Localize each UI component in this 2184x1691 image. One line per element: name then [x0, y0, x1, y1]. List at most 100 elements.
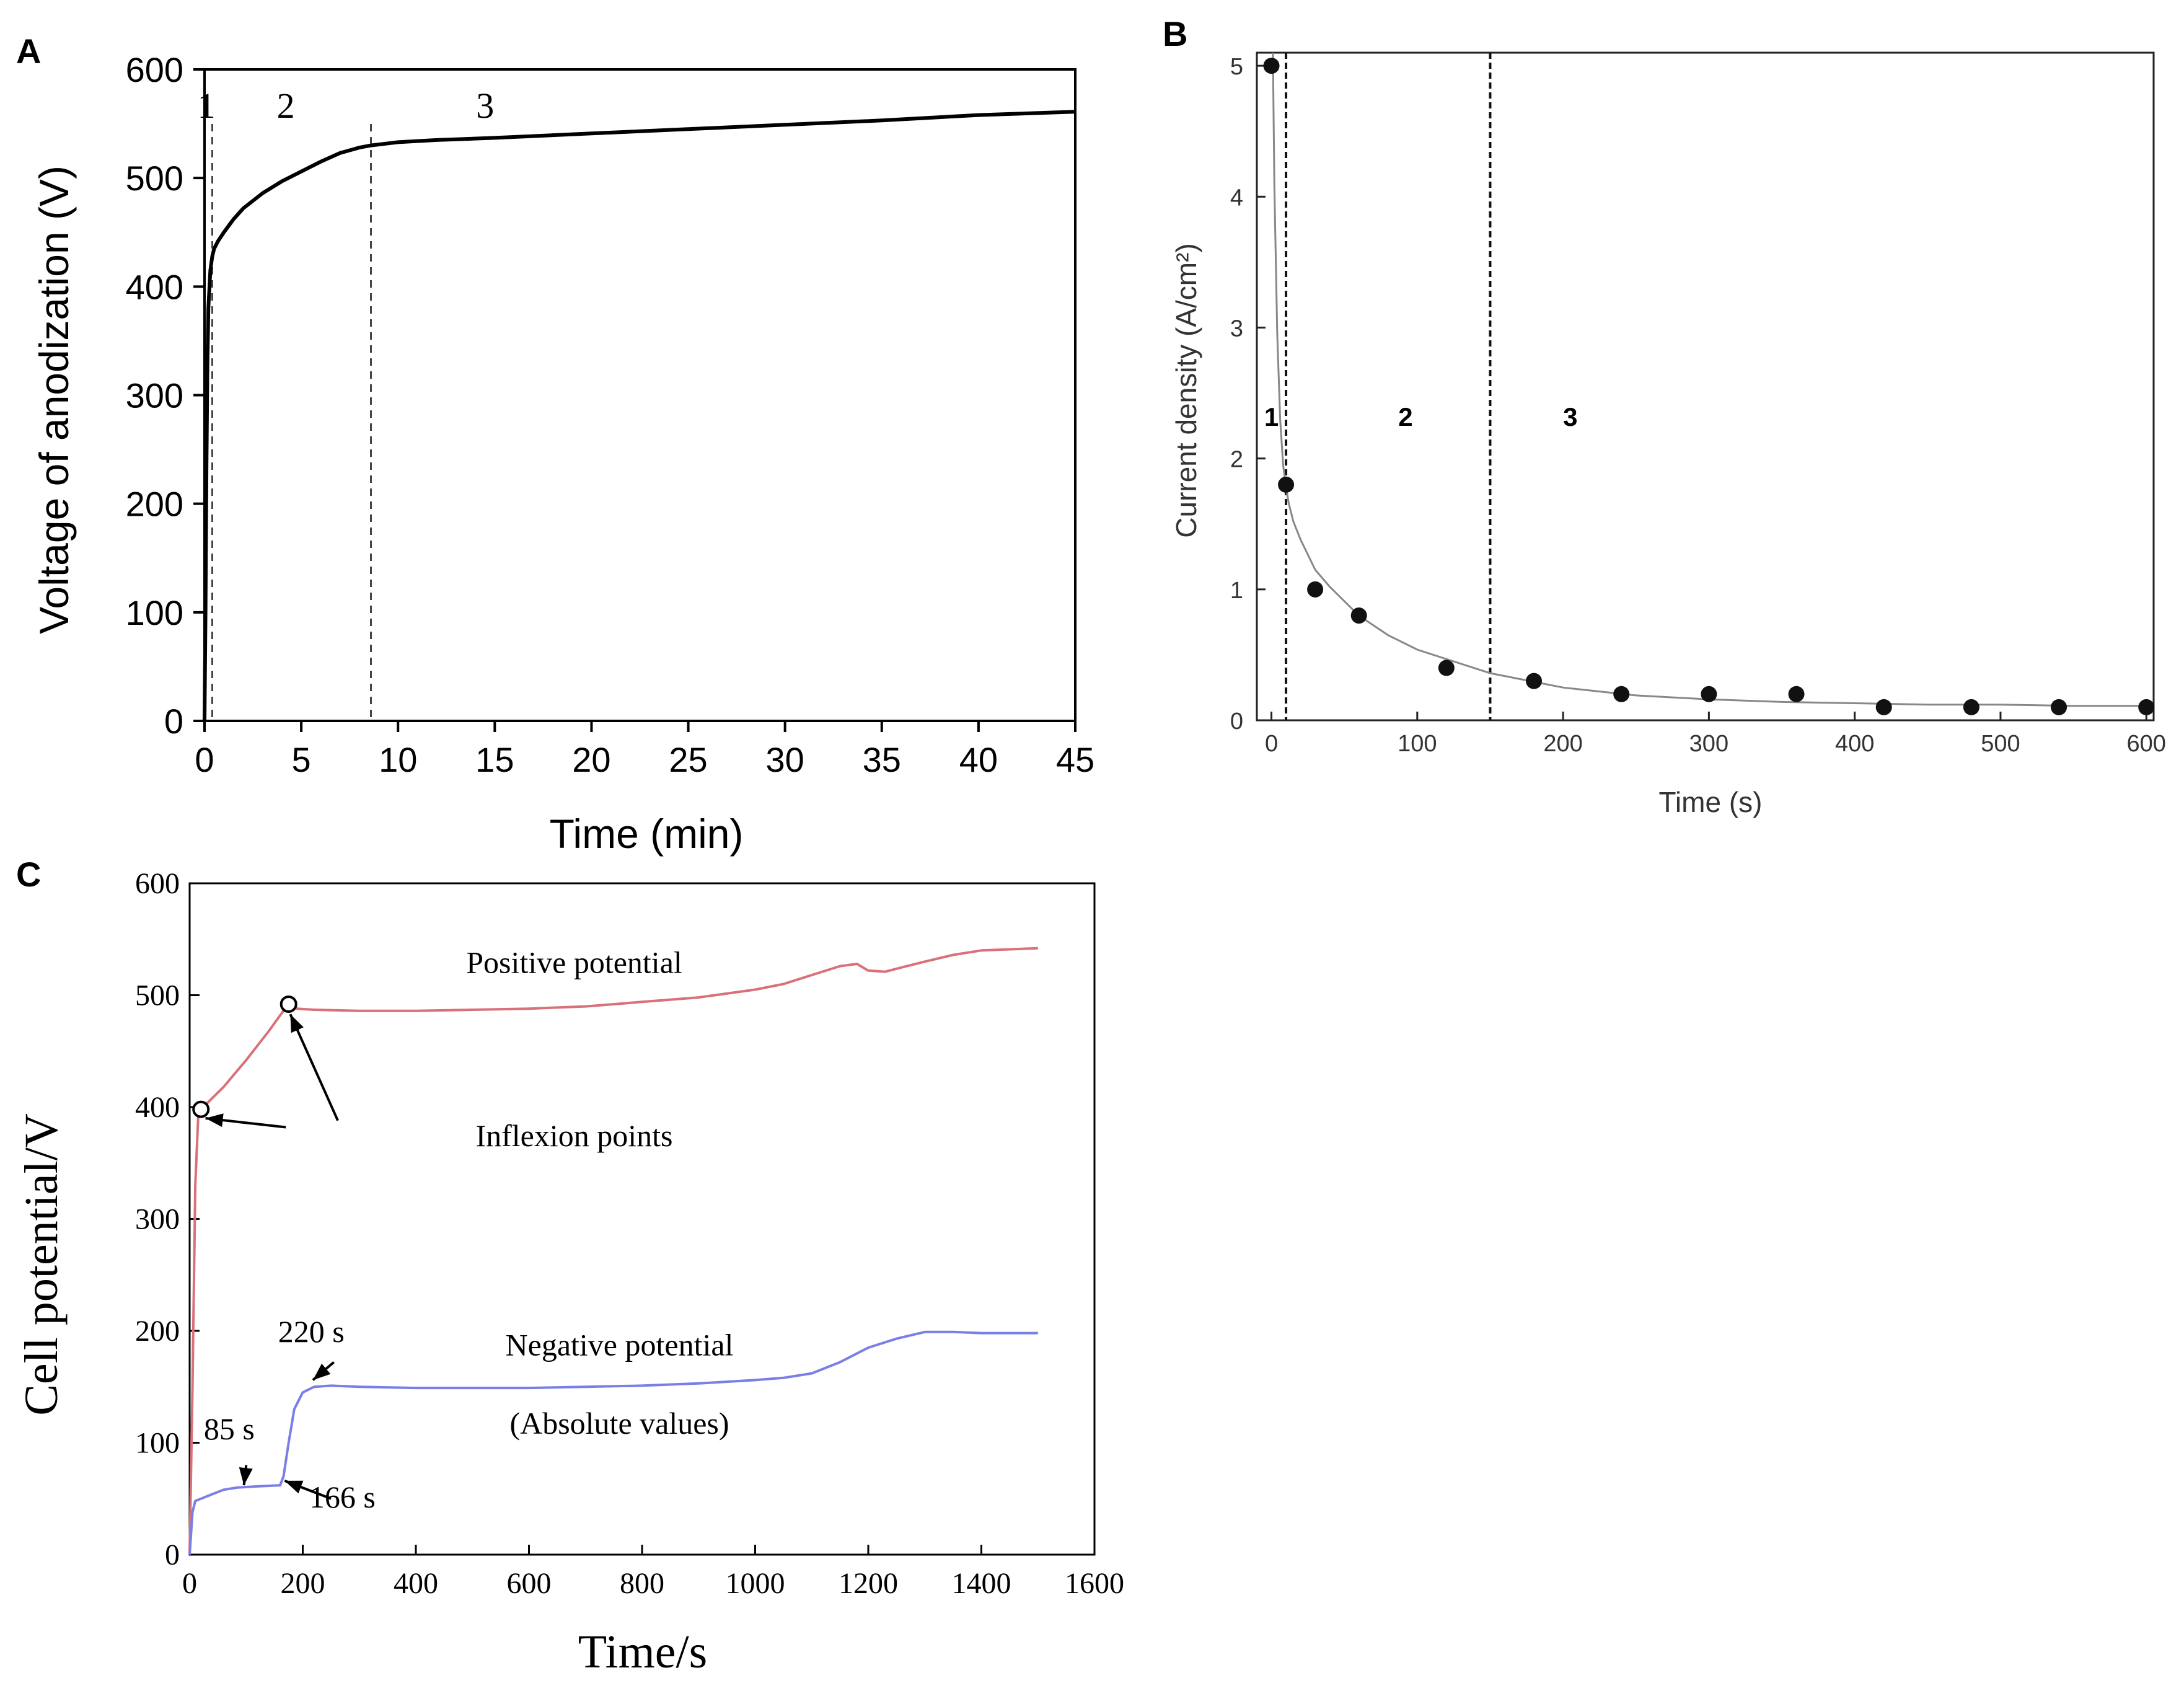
panel-c-annotation: 220 s [278, 1314, 345, 1349]
panel-c-y-tick-label: 400 [135, 1091, 180, 1124]
panel-a-x-tick-label: 0 [195, 740, 214, 779]
panel-c-annotation: Negative potential [506, 1328, 734, 1362]
panel-c-arrow-head [239, 1467, 253, 1486]
panel-c-x-tick-label: 0 [182, 1567, 197, 1600]
panel-a-chart: 0 5 10 15 20 25 30 35 40 45 0 100 200 300 400 500 600 1 2 3… [31, 50, 1094, 857]
panel-a-x-tick-label: 15 [475, 740, 514, 779]
panel-c-annotation: 85 s [204, 1411, 255, 1446]
panel-b-x-tick-label: 0 [1265, 731, 1278, 757]
panel-b-x-tick-label: 500 [1981, 731, 2020, 757]
panel-c-annotation: 166 s [309, 1480, 376, 1514]
panel-c-x-tick-label: 1600 [1065, 1567, 1124, 1600]
panel-b-region-label: 2 [1398, 402, 1412, 431]
panel-c-annotation: Inflexion points [475, 1118, 672, 1153]
panel-c-annotation: Positive potential [466, 945, 682, 979]
panel-b-y-tick-label: 1 [1230, 578, 1243, 604]
panel-a-x-tick-label: 40 [959, 740, 998, 779]
panel-b-y-tick-label: 2 [1230, 447, 1243, 473]
panel-b-x-tick-label: 400 [1835, 731, 1874, 757]
panel-c-y-tick-label: 300 [135, 1203, 180, 1236]
panel-b-x-tick-label: 300 [1689, 731, 1728, 757]
panel-b-y-tick-label: 3 [1230, 316, 1243, 342]
panel-c-plot-area: 0 200 400 600 800 1000 1200 1400 1600 0 100 200 300 4… [135, 867, 1124, 1600]
panel-letter-a: A [16, 32, 41, 71]
panel-a-y-tick-label: 500 [126, 159, 183, 198]
panel-b-data-point [2051, 699, 2067, 715]
panel-b-data-point [1350, 607, 1367, 624]
panel-c-x-tick-label: 600 [507, 1567, 552, 1600]
panel-b-data-point [1875, 699, 1892, 715]
panel-a-x-tick-label: 25 [669, 740, 707, 779]
panel-c-y-tick-label: 500 [135, 979, 180, 1012]
panel-c-annotation: (Absolute values) [509, 1406, 729, 1441]
panel-a-plot-area: 0 5 10 15 20 25 30 35 40 45 0 100 200 300 400 500 600 1 2 3 [126, 50, 1095, 779]
panel-a-y-axis-label: Voltage of anodization (V) [31, 166, 77, 634]
panel-a-y-tick-label: 400 [126, 267, 183, 306]
panel-a-y-tick-label: 600 [126, 50, 183, 89]
panel-b-x-tick-label: 200 [1543, 731, 1582, 757]
panel-b-data-point [2138, 699, 2155, 715]
panel-a-voltage-line [203, 110, 1076, 722]
panel-b-data-point [1438, 660, 1455, 676]
panel-c-y-tick-label: 600 [135, 867, 180, 900]
panel-b-data-point [1788, 686, 1805, 702]
panel-c-arrow-head [312, 1363, 331, 1380]
panel-a-y-tick-label: 100 [126, 593, 183, 632]
panel-b-data-point [1963, 699, 1979, 715]
panel-c-arrow-head [290, 1014, 304, 1033]
panel-c-inflexion-marker [192, 1100, 210, 1118]
panel-c-y-tick-label: 200 [135, 1315, 180, 1348]
panel-c-arrow-head [205, 1113, 224, 1128]
panel-b-x-axis-label: Time (s) [1659, 786, 1763, 818]
panel-b-data-point [1526, 673, 1543, 689]
panel-a-x-tick-label: 10 [379, 740, 417, 779]
panel-c-inflexion-marker [280, 995, 297, 1013]
panel-a-x-tick-label: 35 [863, 740, 901, 779]
panel-c-x-tick-label: 800 [620, 1567, 664, 1600]
panel-b-region-label: 1 [1264, 402, 1279, 431]
panel-b-y-axis-label: Current density (A/cm²) [1170, 243, 1202, 537]
panel-a-x-tick-label: 20 [572, 740, 610, 779]
panel-a-x-tick-label: 30 [766, 740, 804, 779]
panel-b-data-point [1701, 686, 1717, 702]
panel-b-frame [1256, 51, 2155, 722]
panel-c-x-tick-label: 1200 [839, 1567, 898, 1600]
panel-c-y-tick-label: 100 [135, 1427, 180, 1460]
panel-a-region-label: 1 [198, 86, 216, 126]
panel-b-data-point [1263, 58, 1280, 74]
panel-b-x-tick-label: 600 [2127, 731, 2166, 757]
panel-c-x-tick-label: 1400 [952, 1567, 1011, 1600]
panel-b-y-tick-label: 4 [1230, 185, 1243, 211]
panel-b-y-tick-label: 0 [1230, 709, 1243, 735]
panel-b-data-point [1307, 581, 1324, 598]
panel-c-arrow-shaft [289, 1013, 339, 1121]
panel-b-x-tick-label: 100 [1398, 731, 1437, 757]
panel-a-y-tick-label: 300 [126, 376, 183, 415]
panel-c-y-tick-label: 0 [165, 1539, 180, 1571]
panel-b-data-point [1278, 476, 1295, 493]
panel-letter-c: C [16, 855, 41, 894]
panel-c-positive-line [188, 947, 1038, 1555]
panel-c-x-tick-label: 200 [281, 1567, 325, 1600]
panel-b-y-tick-label: 5 [1230, 54, 1243, 80]
panel-c-negative-line [188, 1330, 1038, 1555]
panel-a-y-tick-label: 200 [126, 485, 183, 524]
panel-c-x-tick-label: 1000 [726, 1567, 785, 1600]
panel-a-x-tick-label: 45 [1056, 740, 1094, 779]
panel-c-x-axis-label: Time/s [578, 1626, 707, 1678]
panel-c-chart: 0 200 400 600 800 1000 1200 1400 1600 0 100 200 300 4… [15, 867, 1124, 1678]
panel-c-y-axis-label: Cell potential/V [15, 1113, 68, 1416]
panel-a-y-tick-label: 0 [164, 702, 183, 741]
panel-letter-b: B [1163, 14, 1187, 53]
panel-a-region-label: 2 [277, 86, 295, 126]
panel-b-fit-curve [1272, 52, 2147, 707]
panel-a-x-axis-label: Time (min) [550, 811, 744, 857]
panel-b-data-point [1613, 686, 1630, 702]
panel-c-x-tick-label: 400 [394, 1567, 438, 1600]
panel-b-region-label: 3 [1563, 402, 1577, 431]
panel-a-region-label: 3 [476, 86, 494, 126]
